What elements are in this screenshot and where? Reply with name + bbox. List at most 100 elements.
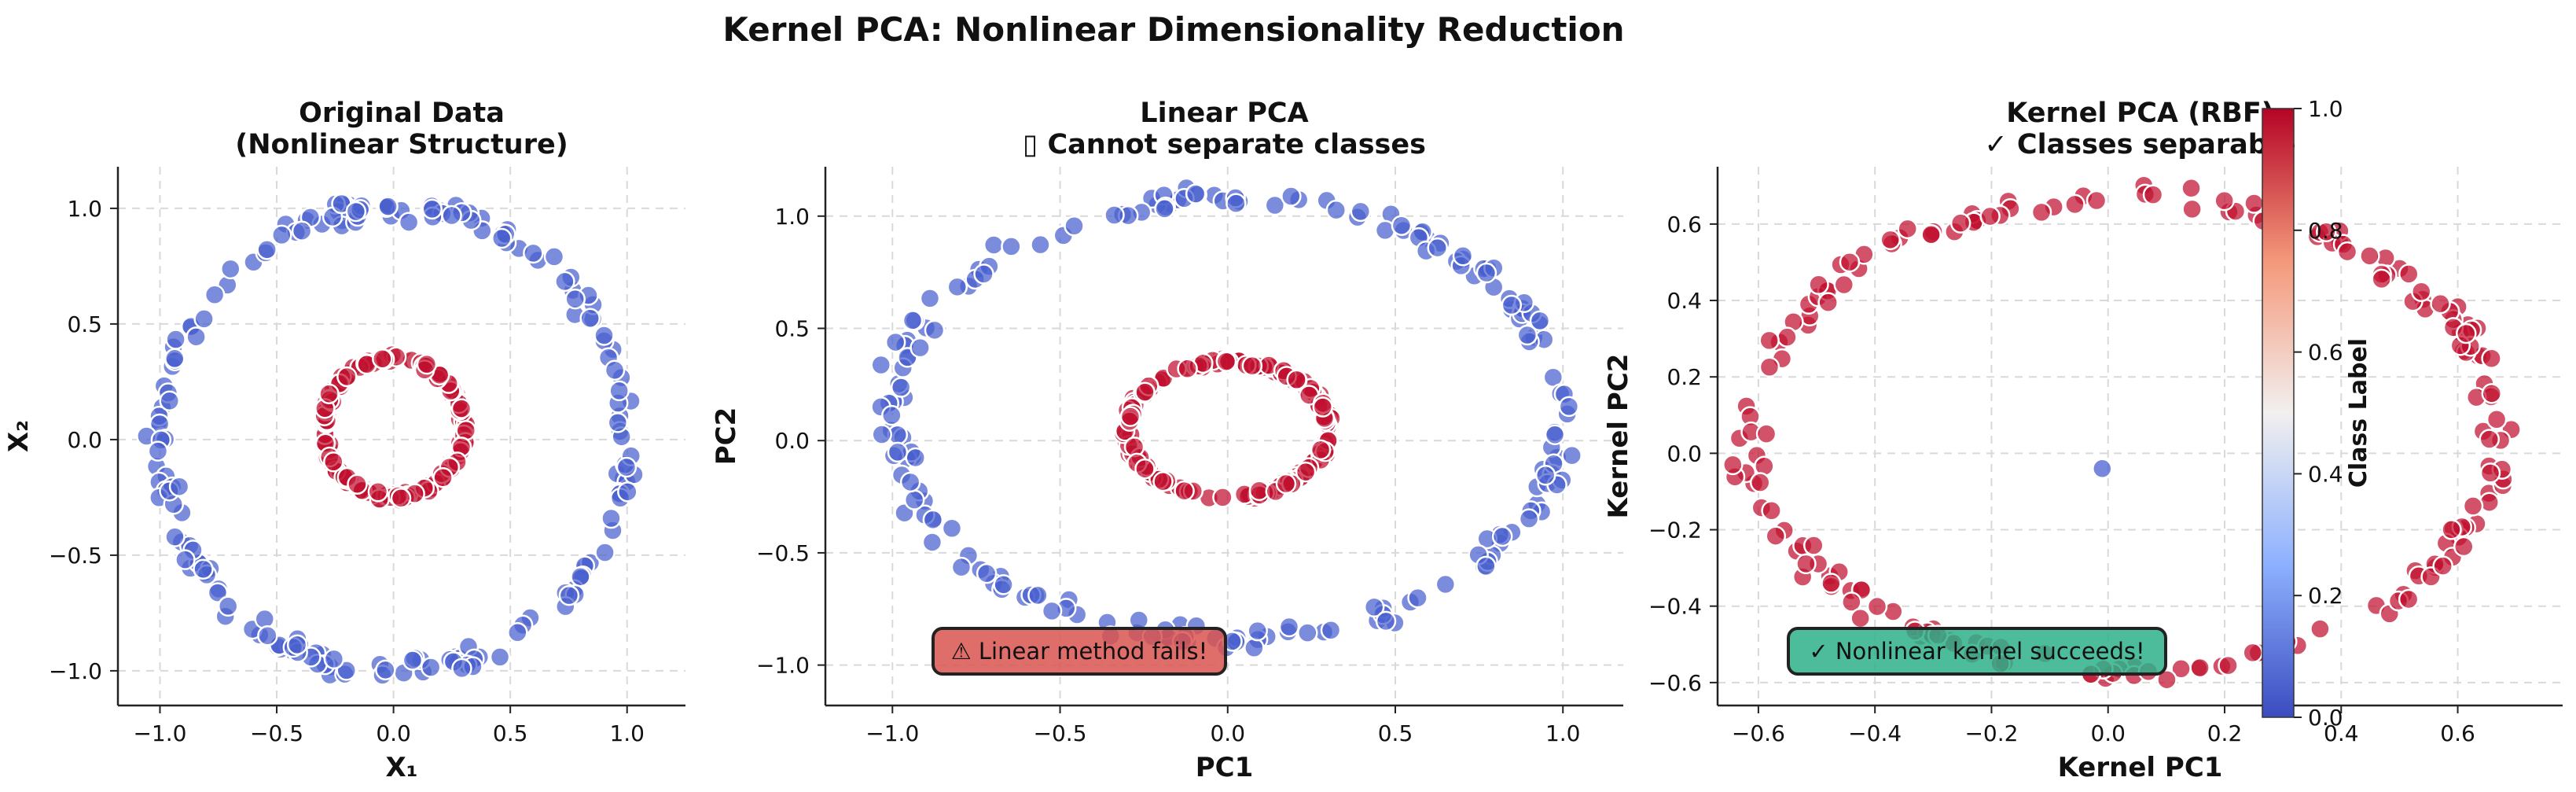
data-point-class-1 (2181, 178, 2202, 199)
data-point-class-0 (607, 412, 629, 433)
chart-panel-1: −1.0 −0.5 0.0 0.5 1.0 −1.0 −0.5 0.0 0.5 1.0 X₁ X₂ Or… (3, 98, 685, 783)
y-tick-label: 0.0 (1666, 440, 1702, 466)
data-point-class-1 (2398, 263, 2420, 285)
data-point-class-1 (2481, 383, 2503, 404)
data-point-class-0 (2092, 458, 2113, 480)
data-point-class-1 (1920, 223, 1942, 245)
x-axis-label: Kernel PC1 (2058, 752, 2223, 783)
data-point-class-0 (1561, 444, 1582, 466)
y-tick-label: −0.4 (1648, 594, 1702, 620)
data-point-class-1 (1765, 525, 1787, 547)
data-point-class-1 (2170, 658, 2192, 680)
panel-title-line: Linear PCA (1140, 98, 1308, 129)
data-point-class-1 (1722, 454, 1744, 476)
x-tick-label: −0.4 (1848, 720, 1902, 746)
data-point-class-0 (491, 227, 513, 249)
colorbar-tick-label: 0.4 (2308, 461, 2343, 487)
data-point-class-0 (1350, 201, 1372, 223)
annotation-text: ✓ Nonlinear kernel succeeds! (1809, 638, 2144, 665)
data-point-class-1 (2486, 408, 2508, 430)
data-point-class-0 (345, 201, 367, 223)
data-point-class-1 (318, 383, 340, 404)
y-tick-label: −0.5 (756, 540, 810, 566)
data-point-class-0 (398, 212, 420, 233)
data-point-class-1 (1850, 607, 1871, 629)
data-point-class-0 (286, 634, 308, 656)
data-point-class-0 (168, 476, 190, 497)
data-point-class-0 (919, 288, 941, 309)
data-point-class-1 (390, 488, 412, 509)
y-tick-label: −0.6 (1648, 670, 1702, 696)
data-point-class-0 (608, 380, 630, 402)
data-point-class-0 (881, 404, 902, 426)
data-point-class-0 (946, 276, 968, 298)
data-point-class-1 (1755, 423, 1777, 444)
data-point-class-1 (1808, 274, 1829, 295)
data-point-class-0 (1435, 573, 1457, 595)
colorbar-tick-label: 0.6 (2308, 340, 2343, 366)
data-point-class-1 (1119, 406, 1141, 427)
data-point-class-0 (617, 481, 638, 503)
data-point-class-1 (2432, 555, 2453, 577)
data-point-class-0 (924, 319, 946, 341)
data-point-class-1 (2142, 184, 2164, 205)
data-point-class-1 (1310, 439, 1332, 461)
colorbar-tick-label: 0.8 (2308, 218, 2343, 244)
x-tick-label: 1.0 (609, 720, 645, 746)
data-point-class-0 (594, 542, 616, 563)
colorbar-tick-label: 0.2 (2308, 583, 2343, 609)
data-point-class-0 (941, 518, 963, 539)
x-tick-label: 0.0 (2090, 720, 2126, 746)
y-tick-label: 0.2 (1666, 364, 1702, 390)
data-point-class-0 (421, 198, 443, 220)
data-point-class-1 (323, 451, 344, 473)
panel-title-line: ✓ Classes separable (1984, 129, 2295, 160)
data-point-class-1 (1749, 472, 1771, 493)
x-tick-label: 0.0 (1210, 720, 1245, 746)
chart-panel-3: −0.6 −0.4 −0.2 0.0 0.2 0.4 0.6−0.6−0.4−0.20.00… (1603, 98, 2563, 783)
data-point-class-0 (217, 595, 239, 617)
data-point-class-1 (2243, 193, 2265, 214)
data-point-class-1 (416, 353, 438, 375)
data-point-class-0 (1558, 396, 1580, 418)
data-point-class-0 (1534, 464, 1556, 486)
data-point-class-0 (1030, 234, 1051, 256)
y-tick-label: 0.5 (774, 316, 810, 342)
x-tick-label: 0.5 (493, 720, 528, 746)
data-point-class-0 (1297, 622, 1318, 643)
data-point-class-1 (2316, 221, 2337, 242)
data-point-class-0 (922, 509, 944, 531)
data-point-class-1 (2242, 642, 2263, 664)
data-point-class-0 (890, 377, 912, 398)
data-point-class-1 (2462, 495, 2484, 517)
data-point-class-0 (165, 329, 186, 350)
data-point-class-1 (1312, 396, 1333, 418)
colorbar-label: Class Label (2345, 338, 2372, 488)
data-point-class-0 (1516, 324, 1538, 346)
data-point-class-0 (593, 325, 615, 346)
data-point-class-0 (579, 308, 601, 329)
data-point-class-1 (1758, 330, 1780, 352)
data-point-class-1 (2411, 281, 2432, 302)
data-point-class-0 (375, 659, 396, 681)
data-point-class-1 (1795, 553, 1817, 575)
data-point-class-1 (2481, 348, 2502, 369)
x-tick-label: 1.0 (1545, 720, 1581, 746)
data-point-class-1 (1761, 499, 1782, 521)
y-tick-label: 1.0 (774, 204, 810, 230)
y-tick-label: −1.0 (49, 658, 102, 684)
data-point-class-0 (1104, 204, 1125, 226)
data-point-class-0 (441, 204, 462, 227)
data-point-class-1 (1817, 292, 1839, 313)
data-point-class-1 (1777, 326, 1798, 348)
scatter-points (1722, 175, 2522, 691)
data-point-class-0 (207, 582, 229, 603)
data-point-class-0 (870, 354, 891, 376)
data-point-class-1 (2398, 588, 2420, 610)
data-point-class-1 (1839, 251, 1861, 273)
x-tick-label: −1.0 (865, 720, 919, 746)
data-point-class-0 (193, 308, 215, 330)
data-point-class-0 (1027, 584, 1049, 606)
scatter-points (136, 193, 645, 686)
data-point-class-1 (2456, 322, 2477, 344)
